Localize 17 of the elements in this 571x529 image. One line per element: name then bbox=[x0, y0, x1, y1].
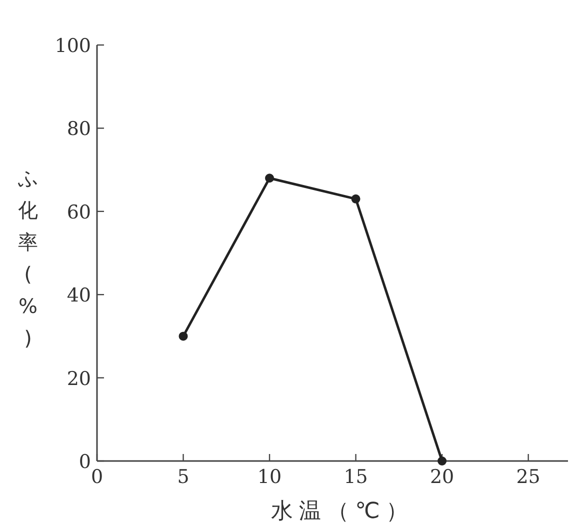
y-tick-label: 80 bbox=[66, 118, 91, 140]
y-tick-label: 100 bbox=[54, 35, 91, 57]
y-tick-label: 20 bbox=[66, 368, 91, 390]
point bbox=[351, 194, 360, 204]
point bbox=[178, 332, 188, 341]
x-tick-label: 25 bbox=[516, 466, 540, 488]
x-tick-label: 5 bbox=[177, 466, 190, 488]
x-tick-label: 10 bbox=[257, 466, 282, 488]
point bbox=[265, 174, 274, 183]
y-tick-label: 0 bbox=[78, 451, 91, 473]
x-axis-title: 水温（℃） bbox=[271, 499, 414, 524]
y-tick-label: 40 bbox=[66, 284, 91, 307]
x-tick-label: 20 bbox=[430, 466, 454, 488]
y-tick-label: 60 bbox=[66, 201, 91, 224]
point bbox=[438, 456, 447, 466]
x-tick-label: 15 bbox=[344, 466, 368, 488]
y-axis-title: ふ化率(%) bbox=[17, 166, 38, 350]
